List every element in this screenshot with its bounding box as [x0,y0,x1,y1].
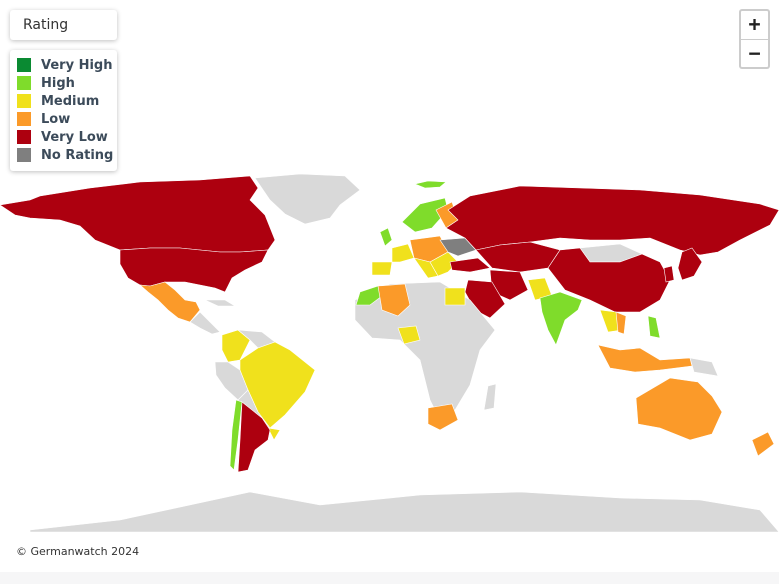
legend-item: Very High [17,56,117,74]
country-svalbard[interactable] [413,180,447,189]
zoom-out-button[interactable]: − [748,41,761,65]
country-indonesia[interactable] [597,344,693,373]
country-japan[interactable] [677,247,703,281]
legend-item: No Rating [17,146,117,164]
legend-swatch [17,112,31,126]
country-brazil[interactable] [239,341,316,429]
legend: Very High High Medium Low Very Low No Ra… [10,50,117,171]
country-korea[interactable] [663,265,675,283]
legend-swatch [17,148,31,162]
country-uk[interactable] [379,227,393,247]
country-vietnam[interactable] [615,311,627,335]
legend-item: High [17,74,117,92]
legend-item: Very Low [17,128,117,146]
zoom-in-button[interactable]: + [741,11,768,40]
country-cuba[interactable] [204,299,237,307]
country-south-africa[interactable] [427,403,459,431]
country-philippines[interactable] [647,315,661,339]
country-australia[interactable] [635,377,723,441]
country-ukraine[interactable] [439,237,477,257]
country-turkey[interactable] [449,257,491,273]
map-area[interactable]: Rating Very High High Medium Low Very Lo… [0,0,779,572]
legend-label: Medium [41,93,100,109]
country-madagascar[interactable] [483,383,497,411]
legend-swatch [17,130,31,144]
country-mexico[interactable] [139,281,201,323]
legend-label: Very High [41,57,113,73]
country-greenland[interactable] [254,173,361,225]
world-map[interactable] [0,0,779,572]
country-nigeria[interactable] [397,325,421,345]
country-egypt[interactable] [444,287,466,306]
legend-swatch [17,58,31,72]
attribution: © Germanwatch 2024 [16,545,140,558]
country-antarctica[interactable] [29,491,779,533]
rating-title: Rating [10,10,117,40]
country-argentina[interactable] [237,401,271,473]
legend-label: Low [41,111,71,127]
country-new-zealand[interactable] [751,431,775,457]
country-morocco[interactable] [355,285,383,306]
legend-label: No Rating [41,147,114,163]
country-algeria[interactable] [377,283,411,317]
country-uruguay[interactable] [267,427,281,441]
legend-swatch [17,94,31,108]
country-papua[interactable] [689,357,719,377]
legend-label: High [41,75,75,91]
country-iberia[interactable] [371,261,393,276]
country-india[interactable] [539,291,583,346]
country-france[interactable] [391,243,415,263]
country-canada[interactable] [0,175,276,253]
country-central-america[interactable] [189,311,221,335]
legend-item: Medium [17,92,117,110]
legend-swatch [17,76,31,90]
legend-label: Very Low [41,129,108,145]
zoom-control: + − [739,9,770,69]
legend-item: Low [17,110,117,128]
